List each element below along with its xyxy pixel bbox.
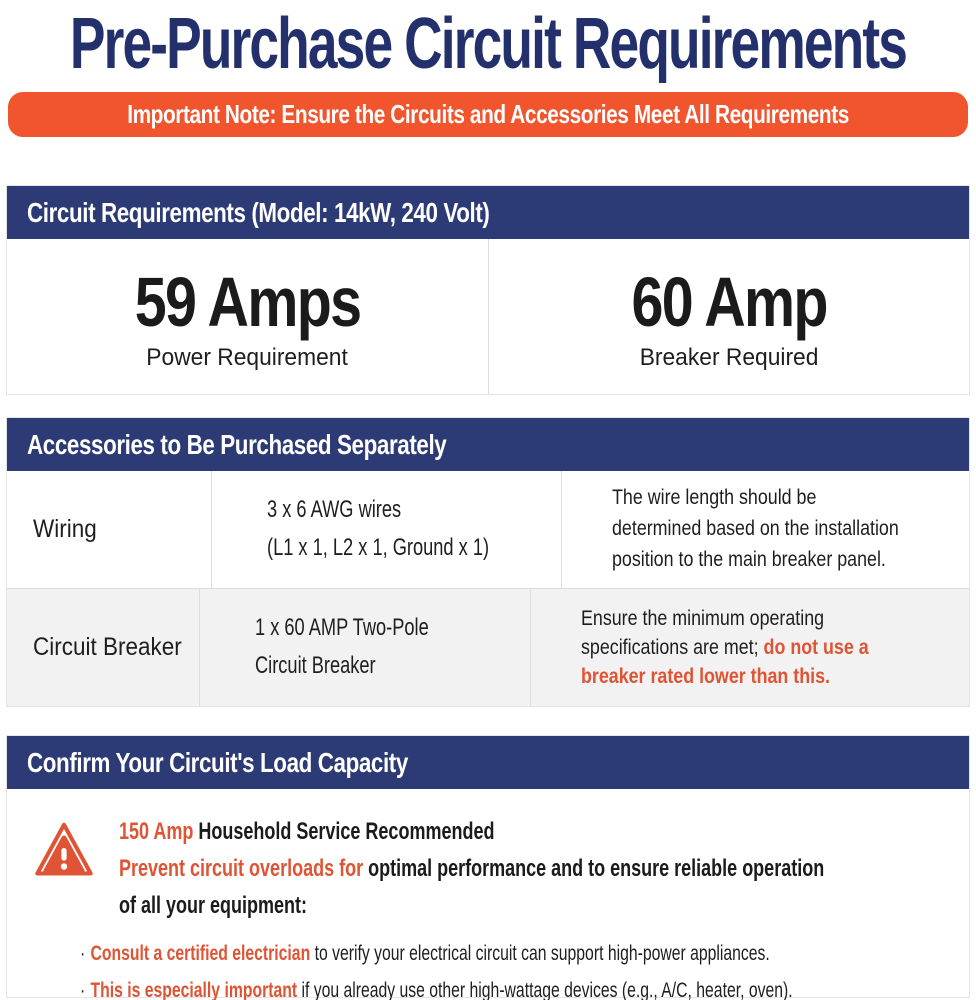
cell-breaker-note: Ensure the minimum operating specificati… (530, 589, 969, 706)
load-capacity-section: Confirm Your Circuit's Load Capacity 150… (6, 735, 970, 1000)
load-capacity-content: 150 Amp Household Service Recommended Pr… (7, 789, 969, 1000)
list-item: · Consult a certified electrician to veri… (80, 936, 949, 973)
power-requirement-value: 59 Amps (134, 262, 361, 341)
load-capacity-header: Confirm Your Circuit's Load Capacity (7, 736, 969, 789)
bullet-marker: · (80, 942, 86, 965)
bullet-highlight: Consult a certified electrician (90, 942, 311, 965)
cell-breaker-spec: 1 x 60 AMP Two-Pole Circuit Breaker (199, 589, 530, 706)
breaker-required-label: Breaker Required (639, 343, 819, 371)
bullet-text: to verify your electrical circuit can su… (310, 942, 770, 965)
page-title: Pre-Purchase Circuit Requirements (0, 0, 976, 88)
important-note-banner: Important Note: Ensure the Circuits and … (8, 92, 968, 137)
accessories-section: Accessories to Be Purchased Separately W… (6, 417, 970, 707)
circuit-requirements-header: Circuit Requirements (Model: 14kW, 240 V… (7, 186, 969, 239)
important-note-text: Important Note: Ensure the Circuits and … (127, 99, 849, 129)
circuit-requirements-header-text: Circuit Requirements (Model: 14kW, 240 V… (27, 196, 490, 228)
page-title-text: Pre-Purchase Circuit Requirements (69, 4, 908, 84)
equipment-line: of all your equipment: (119, 892, 308, 919)
bullet-text: if you already use other high-wattage de… (297, 979, 793, 1000)
bullet-marker: · (80, 979, 86, 1000)
circuit-requirements-section: Circuit Requirements (Model: 14kW, 240 V… (6, 185, 970, 395)
bullet-highlight: This is especially important (90, 979, 298, 1000)
table-row-circuit-breaker: Circuit Breaker 1 x 60 AMP Two-Pole Circ… (7, 588, 969, 706)
breaker-note-text: Ensure the minimum operating specificati… (581, 607, 825, 659)
warning-triangle-icon (35, 822, 93, 876)
breaker-note-highlight: do not use a breaker rated lower than th… (581, 636, 869, 688)
cell-breaker-name: Circuit Breaker (33, 633, 182, 661)
accessories-header-text: Accessories to Be Purchased Separately (27, 428, 447, 460)
circuit-requirements-stats: 59 Amps Power Requirement 60 Amp Breaker… (7, 239, 969, 394)
prevent-overloads-highlight: Prevent circuit overloads for (119, 855, 364, 882)
cell-wiring-note: The wire length should be determined bas… (561, 471, 969, 588)
breaker-required-stat: 60 Amp Breaker Required (487, 239, 970, 394)
cell-wiring-name: Wiring (33, 515, 97, 543)
bullet-list: · Consult a certified electrician to veri… (80, 936, 949, 1000)
recommendation-highlight: 150 Amp (119, 818, 194, 845)
table-row-wiring: Wiring 3 x 6 AWG wires (L1 x 1, L2 x 1, … (7, 471, 969, 588)
power-requirement-stat: 59 Amps Power Requirement (7, 239, 488, 394)
power-requirement-label: Power Requirement (146, 343, 348, 371)
list-item: · This is especially important if you alr… (80, 973, 949, 1000)
recommendation-line: 150 Amp Household Service Recommended (119, 818, 495, 845)
breaker-required-value: 60 Amp (631, 262, 828, 341)
cell-wiring-spec: 3 x 6 AWG wires (L1 x 1, L2 x 1, Ground … (211, 471, 561, 588)
load-capacity-header-text: Confirm Your Circuit's Load Capacity (27, 746, 408, 778)
prevent-overloads-line: Prevent circuit overloads for optimal pe… (119, 855, 825, 882)
accessories-header: Accessories to Be Purchased Separately (7, 418, 969, 471)
